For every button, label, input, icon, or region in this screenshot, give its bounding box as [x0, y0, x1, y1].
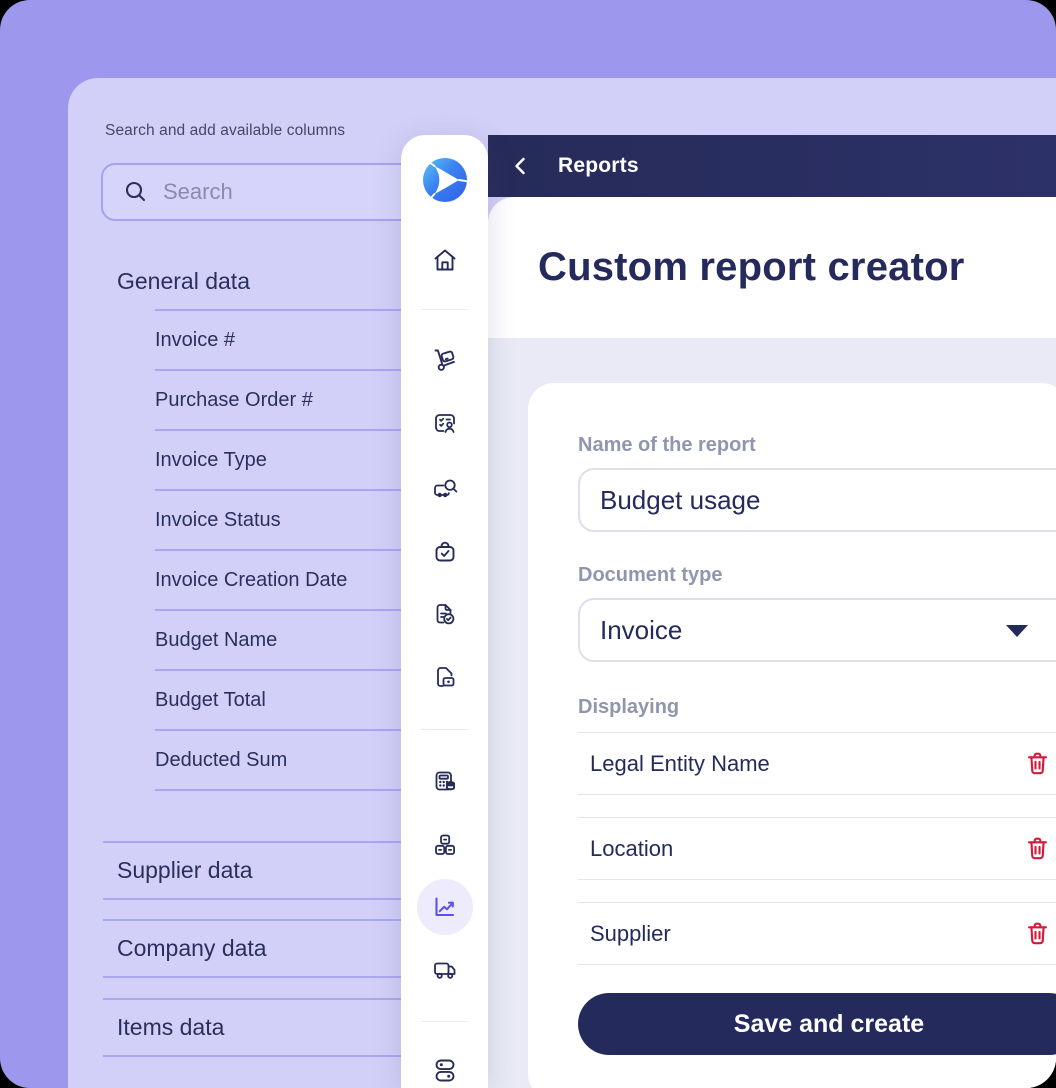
document-type-select[interactable]: Invoice [578, 598, 1056, 662]
page-title-panel: Custom report creator [488, 197, 1056, 338]
approvals-icon[interactable] [431, 409, 459, 437]
trash-icon [1027, 837, 1047, 860]
document-type-label: Document type [578, 564, 723, 586]
displaying-column-name: Location [590, 835, 674, 861]
search-placeholder: Search [163, 179, 233, 204]
displaying-label: Displaying [578, 696, 680, 718]
report-name-input[interactable]: Budget usage [578, 468, 1056, 532]
displaying-column-name: Supplier [590, 920, 671, 946]
displaying-row: Supplier [578, 902, 1056, 965]
home-icon[interactable] [431, 246, 459, 274]
report-name-value: Budget usage [600, 484, 761, 515]
displaying-column-name: Legal Entity Name [590, 750, 770, 776]
delete-column-button[interactable] [1022, 834, 1052, 864]
displaying-row: Legal Entity Name [578, 732, 1056, 795]
trash-icon [1027, 922, 1047, 945]
sidebar-divider [421, 729, 468, 730]
chevron-left-icon [515, 157, 525, 175]
payments-icon[interactable] [431, 664, 459, 692]
sidebar-divider [421, 1021, 468, 1022]
app-nav-sidebar [401, 135, 488, 1088]
save-and-create-button[interactable]: Save and create [578, 993, 1056, 1055]
trash-icon [1027, 752, 1047, 775]
available-columns-title: Search and add available columns [105, 122, 346, 139]
delete-column-button[interactable] [1022, 919, 1052, 949]
order-tracking-icon[interactable] [431, 476, 459, 504]
report-form-card: Name of the report Budget usage Document… [528, 383, 1056, 1088]
page-title: Custom report creator [538, 245, 965, 289]
magnifier-icon [125, 181, 146, 202]
content-area: Name of the report Budget usage Document… [488, 338, 1056, 1088]
back-button[interactable] [504, 149, 538, 183]
sidebar-divider [421, 309, 468, 310]
purchases-icon[interactable] [431, 539, 459, 567]
document-type-value: Invoice [600, 614, 683, 645]
analytics-icon[interactable] [431, 893, 459, 921]
app-logo[interactable] [421, 156, 469, 204]
header-title: Reports [558, 154, 639, 177]
name-label: Name of the report [578, 434, 756, 456]
delete-column-button[interactable] [1022, 749, 1052, 779]
settings-icon[interactable] [431, 1056, 459, 1084]
reports-header-bar: Reports [488, 135, 1056, 197]
displaying-row: Location [578, 817, 1056, 880]
shipping-icon[interactable] [431, 956, 459, 984]
invoices-icon[interactable] [431, 601, 459, 629]
budgets-icon[interactable] [431, 768, 459, 796]
chevron-down-icon [1006, 625, 1028, 637]
inventory-icon[interactable] [431, 831, 459, 859]
procurement-icon[interactable] [431, 346, 459, 374]
group-header-general-data: General data [117, 268, 250, 294]
search-input[interactable]: Search [101, 163, 447, 221]
